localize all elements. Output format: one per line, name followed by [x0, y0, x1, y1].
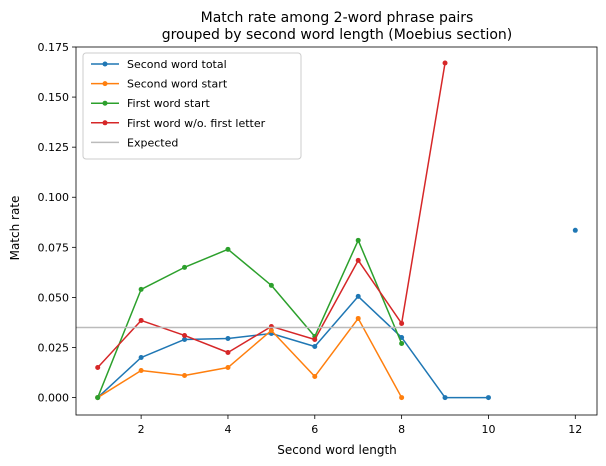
y-tick-label: 0.050	[38, 291, 70, 304]
legend-label: Second word total	[127, 58, 227, 71]
x-tick-label: 12	[568, 423, 582, 436]
data-point-second-word-total	[312, 343, 318, 349]
legend-marker	[102, 120, 108, 126]
legend-marker	[102, 81, 108, 87]
legend-marker	[102, 61, 108, 67]
x-tick-label: 4	[224, 423, 231, 436]
data-point-first-word-start	[268, 282, 274, 288]
chart-title: Match rate among 2-word phrase pairs gro…	[162, 10, 513, 43]
x-tick-label: 10	[481, 423, 495, 436]
data-point-second-word-total	[355, 293, 361, 299]
data-point-first-word-w-o-first-letter	[95, 365, 101, 371]
data-point-first-word-w-o-first-letter	[312, 336, 318, 342]
legend-label: First word w/o. first letter	[127, 117, 266, 130]
y-tick-label: 0.125	[38, 141, 70, 154]
data-point-second-word-start	[138, 368, 144, 374]
legend-item-second-word-total: Second word total	[91, 58, 227, 71]
x-tick-label: 2	[138, 423, 145, 436]
legend-item-second-word-start: Second word start	[91, 78, 228, 91]
legend-label: Second word start	[127, 78, 228, 91]
data-point-second-word-start	[225, 365, 231, 371]
legend-label: First word start	[127, 97, 210, 110]
legend-label: Expected	[127, 136, 178, 149]
axes-frame	[75, 46, 598, 416]
data-point-second-word-total	[225, 335, 231, 341]
y-axis-label: Match rate	[8, 196, 22, 261]
y-tick-label: 0.000	[38, 392, 70, 405]
x-axis-label: Second word length	[277, 443, 397, 457]
legend-item-expected: Expected	[91, 136, 178, 149]
data-point-second-word-total	[485, 395, 491, 401]
data-point-first-word-w-o-first-letter	[355, 257, 361, 263]
data-point-first-word-start	[138, 286, 144, 292]
data-point-second-word-start	[355, 315, 361, 321]
x-tick-label: 6	[311, 423, 318, 436]
data-point-first-word-w-o-first-letter	[442, 60, 448, 66]
series-line-second-word-total	[97, 295, 489, 399]
legend-item-first-word-w-o-first-letter: First word w/o. first letter	[91, 117, 266, 130]
data-point-first-word-start	[182, 264, 188, 270]
data-point-first-word-w-o-first-letter	[399, 320, 405, 326]
plot-area	[76, 60, 597, 401]
legend-box	[82, 52, 302, 160]
legend-marker	[102, 100, 108, 106]
data-point-second-word-start	[182, 373, 188, 379]
series-first-word-w-o-first-letter	[95, 60, 448, 371]
chart-title-line-1: Match rate among 2-word phrase pairs	[201, 10, 474, 26]
y-tick-label: 0.175	[38, 41, 70, 54]
legend: Second word total Second word start First …	[82, 52, 302, 160]
data-point-second-word-total	[182, 336, 188, 342]
y-tick-label: 0.150	[38, 91, 70, 104]
data-point-first-word-start	[95, 395, 101, 401]
data-point-first-word-w-o-first-letter	[138, 317, 144, 323]
data-point-second-word-start	[268, 327, 274, 333]
data-point-first-word-w-o-first-letter	[182, 332, 188, 338]
data-point-first-word-w-o-first-letter	[225, 349, 231, 355]
series-first-word-start	[95, 237, 405, 401]
data-point-first-word-start	[399, 340, 405, 346]
legend-item-first-word-start: First word start	[91, 97, 210, 110]
y-tick-label: 0.025	[38, 341, 70, 354]
data-point-second-word-start	[399, 395, 405, 401]
data-point-first-word-start	[355, 237, 361, 243]
y-tick-label: 0.075	[38, 241, 70, 254]
data-point-second-word-total	[138, 355, 144, 361]
data-point-second-word-total	[442, 395, 448, 401]
series-line-first-word-start	[97, 239, 403, 398]
data-point-second-word-total	[572, 227, 578, 233]
chart-title-line-2: grouped by second word length (Moebius s…	[162, 27, 513, 43]
data-point-second-word-start	[312, 374, 318, 380]
y-tick-label: 0.100	[38, 191, 70, 204]
data-point-first-word-start	[225, 246, 231, 252]
x-tick-label: 8	[398, 423, 405, 436]
axes: 2 4 6 8 10 12 0.000 0.025 0.050 0.075 0.100 0.125 0.…	[38, 41, 598, 436]
